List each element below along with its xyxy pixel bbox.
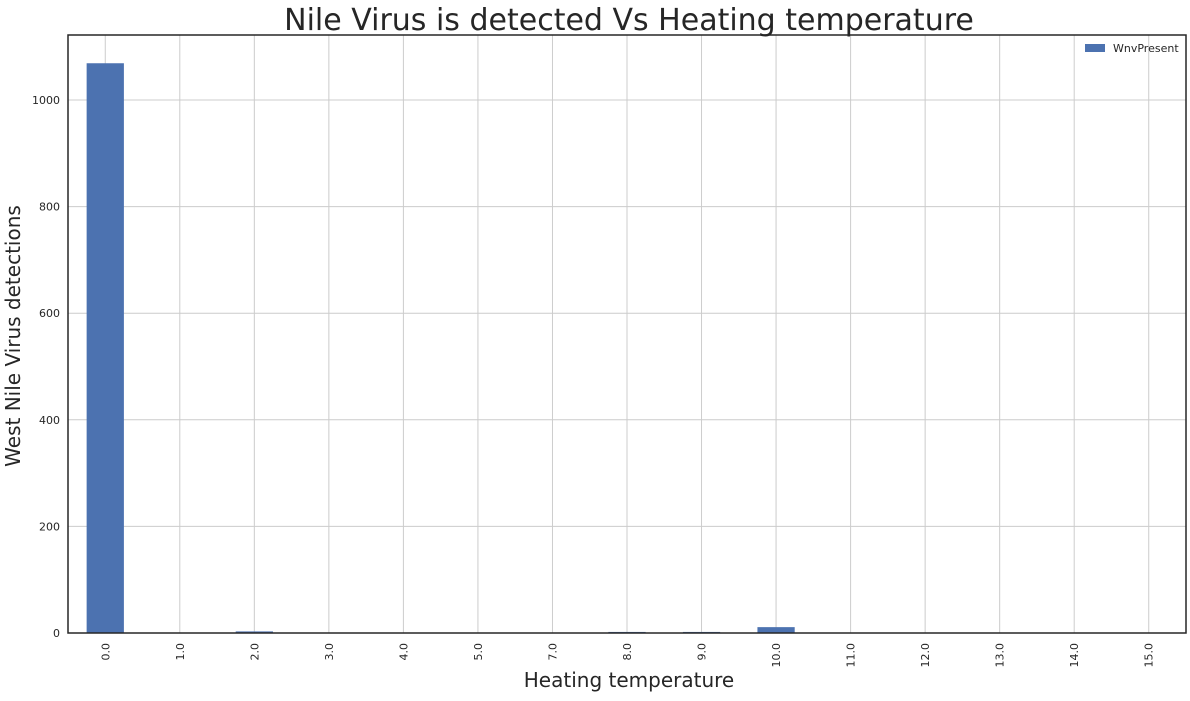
x-axis-label: Heating temperature (524, 668, 734, 692)
x-tick-label: 12.0 (919, 643, 932, 668)
x-tick-labels: 0.0 1.0 2.0 3.0 4.0 5.0 7.0 8.0 9.0 10.0 11.0 12.0 1… (99, 643, 1155, 668)
bars (86, 63, 795, 633)
y-tick-label: 800 (39, 201, 60, 214)
x-tick-label: 3.0 (323, 643, 336, 661)
y-tick-labels: 0 200 400 600 800 1000 (32, 94, 60, 640)
y-tick-label: 0 (53, 627, 60, 640)
grid-lines (68, 35, 1186, 634)
x-tick-label: 9.0 (696, 643, 709, 661)
legend-swatch-wnvpresent (1085, 44, 1105, 52)
x-tick-label: 11.0 (845, 643, 858, 668)
y-tick-label: 200 (39, 520, 60, 533)
y-tick-label: 600 (39, 307, 60, 320)
x-tick-label: 1.0 (174, 643, 187, 661)
y-tick-label: 1000 (32, 94, 60, 107)
bar-10.0 (757, 627, 795, 633)
bar-0.0 (86, 63, 124, 633)
x-tick-label: 0.0 (99, 643, 112, 661)
y-tick-label: 400 (39, 414, 60, 427)
legend-label-wnvpresent: WnvPresent (1113, 42, 1179, 55)
x-tick-label: 13.0 (994, 643, 1007, 668)
legend: WnvPresent (1085, 42, 1179, 55)
bar-2.0 (235, 631, 273, 633)
plot-frame (67, 34, 1187, 634)
x-tick-label: 15.0 (1143, 643, 1156, 668)
x-tick-label: 5.0 (472, 643, 485, 661)
x-tick-label: 2.0 (248, 643, 261, 661)
chart-title: Nile Virus is detected Vs Heating temper… (284, 3, 974, 38)
x-tick-label: 8.0 (621, 643, 634, 661)
x-tick-label: 14.0 (1068, 643, 1081, 668)
x-tick-label: 10.0 (770, 643, 783, 668)
x-tick-label: 7.0 (546, 643, 559, 661)
y-axis-label: West Nile Virus detections (1, 205, 25, 467)
x-tick-label: 4.0 (397, 643, 410, 661)
